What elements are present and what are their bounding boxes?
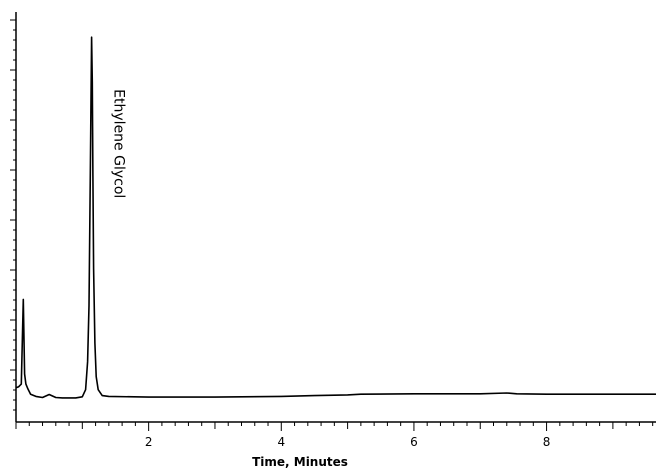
x-axis-title: Time, Minutes: [252, 455, 348, 469]
peak-annotation-ethylene-glycol: Ethylene Glycol: [110, 89, 126, 198]
x-tick-label: 2: [145, 435, 153, 449]
x-tick-label: 6: [410, 435, 418, 449]
chromatogram-trace: [15, 36, 656, 399]
y-axis-ticks: [10, 19, 16, 411]
x-axis-ticks: [15, 422, 654, 431]
x-tick-label: 8: [543, 435, 551, 449]
x-tick-label: 4: [277, 435, 285, 449]
x-axis-tick-labels: 2 4 6 8: [145, 435, 551, 449]
